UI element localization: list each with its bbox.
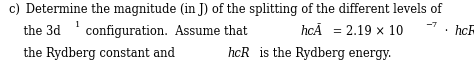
- Text: ·: ·: [441, 25, 452, 38]
- Text: is the Rydberg energy.: is the Rydberg energy.: [256, 47, 392, 60]
- Text: hcR: hcR: [455, 25, 474, 38]
- Text: −7: −7: [425, 21, 437, 29]
- Text: hcR: hcR: [228, 47, 250, 60]
- Text: hcÃ: hcÃ: [301, 25, 323, 38]
- Text: c) Determine the magnitude (in J) of the splitting of the different levels of: c) Determine the magnitude (in J) of the…: [9, 3, 441, 16]
- Text: = 2.19 × 10: = 2.19 × 10: [329, 25, 403, 38]
- Text: the Rydberg constant and: the Rydberg constant and: [9, 47, 178, 60]
- Text: the 3d: the 3d: [9, 25, 60, 38]
- Text: 1: 1: [75, 21, 81, 29]
- Text: configuration.  Assume that: configuration. Assume that: [82, 25, 251, 38]
